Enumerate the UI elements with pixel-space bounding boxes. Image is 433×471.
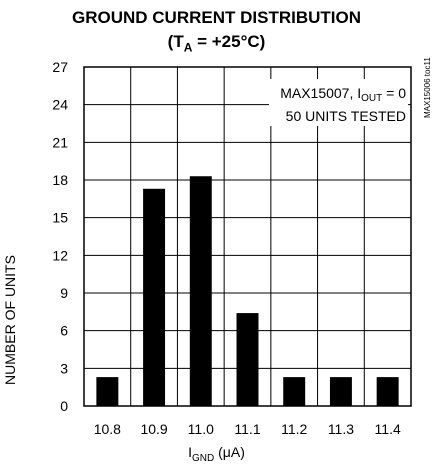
x-tick-label: 10.9 [140,421,167,437]
y-tick-label: 21 [52,134,68,150]
y-tick-label: 27 [52,59,68,75]
annotation-background [269,79,408,126]
bar [236,313,259,406]
bar [189,176,212,406]
x-axis-label: IGND (μA) [188,444,245,464]
bar [96,377,119,406]
bar [376,377,399,406]
y-tick-label: 12 [52,247,68,263]
x-tick-label: 10.8 [94,421,121,437]
y-tick-label: 9 [60,285,68,301]
y-tick-label: 15 [52,210,68,226]
y-tick-label: 6 [60,323,68,339]
bar [329,377,352,406]
x-tick-label: 11.1 [234,421,260,437]
y-tick-label: 0 [60,398,68,414]
bar [143,188,166,406]
x-tick-label: 11.3 [328,421,354,437]
y-tick-label: 24 [52,97,68,113]
annotation-units: 50 UNITS TESTED [286,108,406,124]
plot-frame [83,66,412,407]
x-tick-label: 11.2 [281,421,307,437]
chart-subtitle: (TA = +25°C) [167,32,266,55]
figure-code-note: MAX15006 toc11 [423,57,432,118]
y-tick-label: 3 [60,360,68,376]
annotation-device: MAX15007, IOUT = 0 [280,85,406,104]
y-tick-label: 18 [52,172,68,188]
chart-title: GROUND CURRENT DISTRIBUTION [72,8,361,27]
x-tick-label: 11.0 [188,421,214,437]
bar [283,377,306,406]
x-tick-label: 11.4 [375,421,401,437]
